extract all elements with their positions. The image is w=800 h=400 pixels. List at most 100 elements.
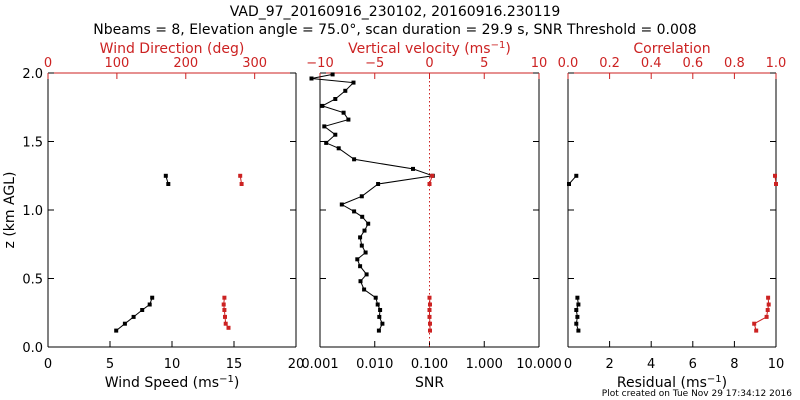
data-point <box>378 308 383 312</box>
data-point <box>766 295 771 300</box>
data-point <box>343 88 348 93</box>
top-tick-label: 0.2 <box>599 56 620 71</box>
x-tick-label: 5 <box>106 357 114 372</box>
figure-title: VAD_97_20160916_230102, 20160916.230119 <box>230 4 561 20</box>
data-point <box>322 124 327 129</box>
data-point <box>427 182 432 186</box>
series-line <box>115 297 153 331</box>
data-point <box>330 72 335 77</box>
x-tick-label: 2 <box>605 357 613 372</box>
data-point <box>574 308 579 312</box>
x-tick-label: 10 <box>164 357 181 372</box>
data-point <box>752 321 757 326</box>
y-tick-label: 2.0 <box>22 67 43 82</box>
data-point <box>576 302 581 307</box>
data-point <box>359 243 364 248</box>
data-point <box>411 166 415 171</box>
data-point <box>373 295 378 300</box>
wind-panel: 0.0 0.5 1.0 1.5 2.0 z (km AGL) 0 5 10 15 20 Wind Sp… <box>2 41 304 391</box>
y-tick-label: 1.5 <box>22 136 43 151</box>
top-tick-label: −10 <box>306 56 333 71</box>
data-point <box>131 314 136 319</box>
data-point <box>764 314 769 319</box>
x-axis-label: SNR <box>415 375 444 391</box>
top-tick-label: 0.8 <box>724 56 745 71</box>
data-point <box>333 132 338 137</box>
data-point <box>428 321 432 326</box>
data-point <box>346 117 351 122</box>
data-point <box>427 314 432 319</box>
data-point <box>375 302 380 307</box>
data-point <box>333 97 338 101</box>
data-point <box>147 302 152 307</box>
top-tick-label: 0.4 <box>641 56 662 71</box>
data-point <box>427 295 432 300</box>
data-point <box>358 264 363 269</box>
data-point <box>324 140 329 145</box>
data-point <box>430 173 435 178</box>
residual-panel: 0 2 4 6 8 10 Residual (ms−1) 0.0 0.2 0.4 0.6 0.8 1.0… <box>558 41 787 391</box>
data-point <box>223 321 228 326</box>
data-point <box>341 110 346 115</box>
top-axis-label: Vertical velocity (ms−1) <box>348 40 511 57</box>
x-tick-label: 6 <box>689 357 697 372</box>
x-tick-label: 20 <box>288 357 305 372</box>
data-point <box>222 308 227 312</box>
top-tick-label: 1.0 <box>766 56 787 71</box>
x-tick-label: 8 <box>730 357 738 372</box>
top-tick-label: 300 <box>242 56 267 71</box>
data-point <box>774 182 778 186</box>
data-point <box>773 173 777 178</box>
data-point <box>336 146 341 151</box>
data-point <box>352 209 357 214</box>
data-point <box>226 325 231 330</box>
data-point <box>239 182 244 186</box>
data-point <box>428 328 432 333</box>
data-point <box>359 194 364 199</box>
data-point <box>320 103 325 108</box>
data-point <box>221 302 226 307</box>
x-tick-label: 0 <box>44 357 52 372</box>
top-tick-label: 5 <box>480 56 488 71</box>
data-point <box>377 314 382 319</box>
top-tick-label: 100 <box>104 56 129 71</box>
x-tick-label: 0 <box>564 357 572 372</box>
figure-subtitle: Nbeams = 8, Elevation angle = 75.0°, sca… <box>93 22 696 38</box>
data-point <box>428 302 432 307</box>
top-axis-label: Correlation <box>633 41 710 57</box>
top-tick-label: 10 <box>531 56 548 71</box>
top-tick-label: 0.6 <box>682 56 703 71</box>
data-point <box>380 321 385 326</box>
x-tick-label: 4 <box>647 357 655 372</box>
data-point <box>358 235 363 240</box>
data-point <box>222 295 227 300</box>
data-point <box>163 173 168 178</box>
x-tick-label: 10 <box>768 357 785 372</box>
data-point <box>574 173 579 178</box>
x-tick-label: 10.000 <box>516 357 562 372</box>
data-point <box>223 314 227 319</box>
data-point <box>766 302 771 307</box>
top-tick-label: 200 <box>173 56 198 71</box>
data-point <box>358 279 363 284</box>
x-tick-label: 15 <box>226 357 243 372</box>
x-axis-label: Residual (ms−1) <box>617 374 727 391</box>
data-point <box>114 328 119 333</box>
snr-panel: 0.001 0.010 0.100 1.000 10.000 SNR −10 −5 0 5 10 Ve… <box>301 40 561 391</box>
data-point <box>376 328 381 333</box>
data-point <box>366 221 371 226</box>
data-point <box>360 214 365 219</box>
x-axis-label: Wind Speed (ms−1) <box>105 374 240 391</box>
data-point <box>355 257 360 262</box>
data-point <box>150 295 155 300</box>
series-line <box>753 297 770 331</box>
data-point <box>309 76 314 81</box>
data-point <box>765 308 770 312</box>
y-axis-label: z (km AGL) <box>2 172 18 249</box>
top-tick-label: 0 <box>44 56 52 71</box>
x-tick-label: 0.100 <box>411 357 448 372</box>
data-point <box>339 202 344 207</box>
data-point <box>754 328 759 333</box>
plot-credit: Plot created on Tue Nov 29 17:34:12 2016 <box>602 389 792 399</box>
